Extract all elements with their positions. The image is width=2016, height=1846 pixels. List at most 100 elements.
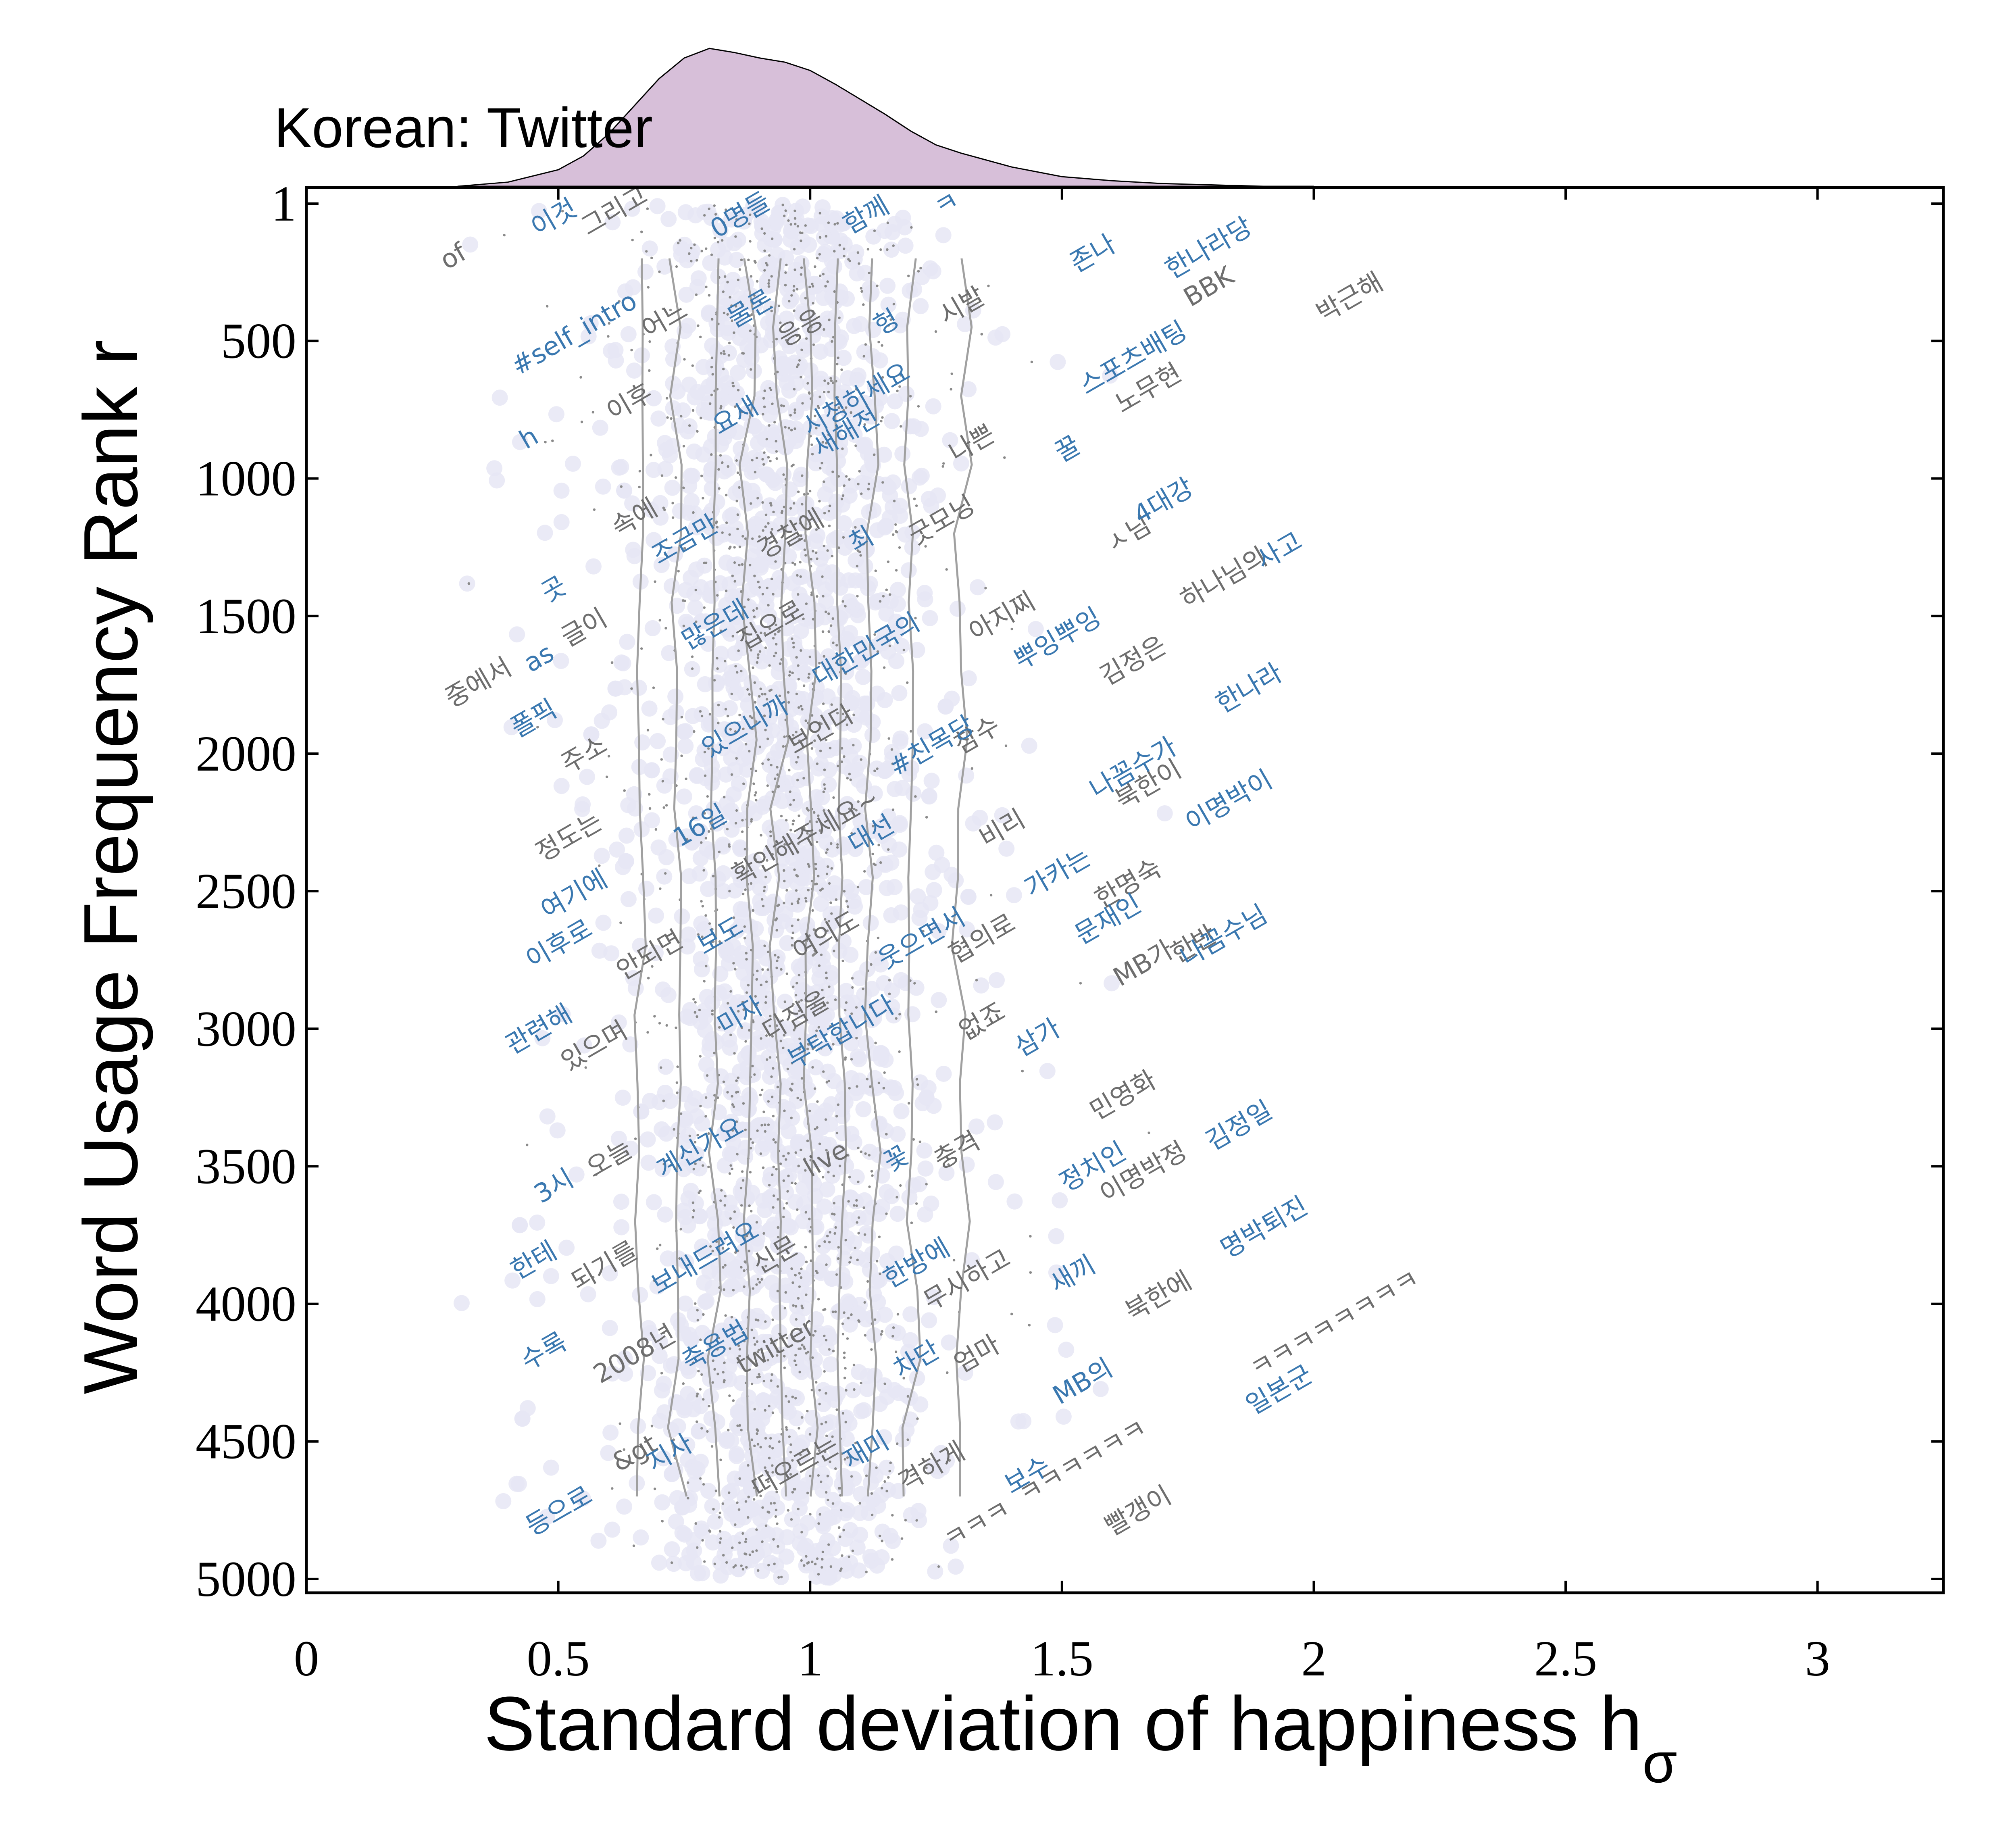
point-dot <box>730 773 733 776</box>
point-dot <box>849 1256 852 1259</box>
point-dot <box>915 1519 918 1522</box>
point-dot <box>736 513 739 516</box>
point-dot <box>775 338 778 341</box>
point-dot <box>887 560 890 563</box>
point-dot <box>1003 456 1006 459</box>
point-halo <box>677 738 694 754</box>
point-dot <box>717 721 720 725</box>
word-label: 등으로 <box>521 1480 598 1542</box>
point-halo <box>960 670 977 687</box>
word-label: 김정은 <box>1095 630 1172 692</box>
point-dot <box>742 892 745 896</box>
point-dot <box>737 1076 739 1079</box>
point-dot <box>679 1228 682 1231</box>
point-dot <box>761 968 764 971</box>
point-halo <box>644 762 660 779</box>
point-halo <box>631 679 647 696</box>
point-dot <box>847 258 850 261</box>
point-dot <box>876 767 879 770</box>
point-halo <box>553 653 569 669</box>
point-dot <box>902 648 905 652</box>
point-dot <box>856 251 860 254</box>
point-halo <box>676 788 692 805</box>
point-halo <box>730 721 747 737</box>
point-dot <box>701 1539 704 1542</box>
point-dot <box>703 606 706 609</box>
point-dot <box>696 1309 699 1312</box>
point-halo <box>842 946 859 963</box>
point-halo <box>834 1108 851 1125</box>
point-dot <box>829 901 832 904</box>
point-dot <box>654 828 658 831</box>
point-dot <box>832 1350 835 1352</box>
point-halo <box>864 714 881 730</box>
point-dot <box>803 1347 806 1350</box>
point-dot <box>738 486 741 489</box>
point-dot <box>857 1180 860 1183</box>
point-dot <box>745 991 748 994</box>
point-dot <box>631 238 634 242</box>
point-dot <box>756 607 758 610</box>
point-halo <box>716 1369 733 1386</box>
point-halo <box>1050 354 1066 370</box>
point-dot <box>858 470 861 473</box>
point-halo <box>958 767 975 784</box>
point-halo <box>727 645 743 662</box>
point-dot <box>950 372 953 375</box>
point-dot <box>797 593 800 596</box>
point-dot <box>791 924 793 927</box>
point-dot <box>895 569 898 572</box>
point-halo <box>613 1219 630 1236</box>
point-dot <box>817 875 820 877</box>
point-dot <box>763 389 766 392</box>
point-halo <box>652 1333 668 1350</box>
point-dot <box>768 1184 771 1187</box>
point-dot <box>851 1549 854 1552</box>
point-dot <box>830 912 833 915</box>
point-halo <box>898 385 914 402</box>
point-halo <box>934 1460 950 1476</box>
point-halo <box>794 233 811 249</box>
point-halo <box>646 390 662 406</box>
point-dot <box>696 1420 698 1423</box>
point-dot <box>728 1172 731 1175</box>
point-dot <box>919 267 922 270</box>
point-halo <box>790 358 807 375</box>
point-dot <box>805 1261 808 1263</box>
point-halo <box>902 1306 919 1323</box>
point-dot <box>742 1102 745 1105</box>
point-halo <box>835 1125 851 1141</box>
point-halo <box>783 1219 799 1236</box>
point-dot <box>620 485 623 488</box>
point-dot <box>792 463 795 467</box>
point-dot <box>790 902 793 905</box>
point-dot <box>791 671 794 674</box>
point-halo <box>850 1306 867 1323</box>
point-halo <box>923 773 940 789</box>
point-dot <box>710 318 714 321</box>
point-dot <box>702 1483 705 1486</box>
point-halo <box>601 704 618 721</box>
point-halo <box>794 1142 811 1158</box>
point-dot <box>796 574 799 577</box>
point-halo <box>841 1415 858 1432</box>
point-dot <box>888 979 891 981</box>
point-dot <box>747 984 750 987</box>
point-halo <box>695 751 711 767</box>
point-dot <box>694 1001 697 1004</box>
point-dot <box>580 421 583 423</box>
point-dot <box>725 1561 728 1564</box>
point-dot <box>797 664 800 667</box>
point-dot <box>733 561 736 564</box>
point-dot <box>708 294 711 297</box>
point-dot <box>817 1474 820 1477</box>
point-halo <box>713 1015 730 1031</box>
point-dot <box>699 1104 702 1108</box>
point-dot <box>799 575 802 578</box>
point-dot <box>791 931 795 934</box>
point-dot <box>723 352 726 355</box>
point-halo <box>792 1523 809 1540</box>
point-halo <box>696 1002 712 1019</box>
point-dot <box>696 1546 699 1549</box>
